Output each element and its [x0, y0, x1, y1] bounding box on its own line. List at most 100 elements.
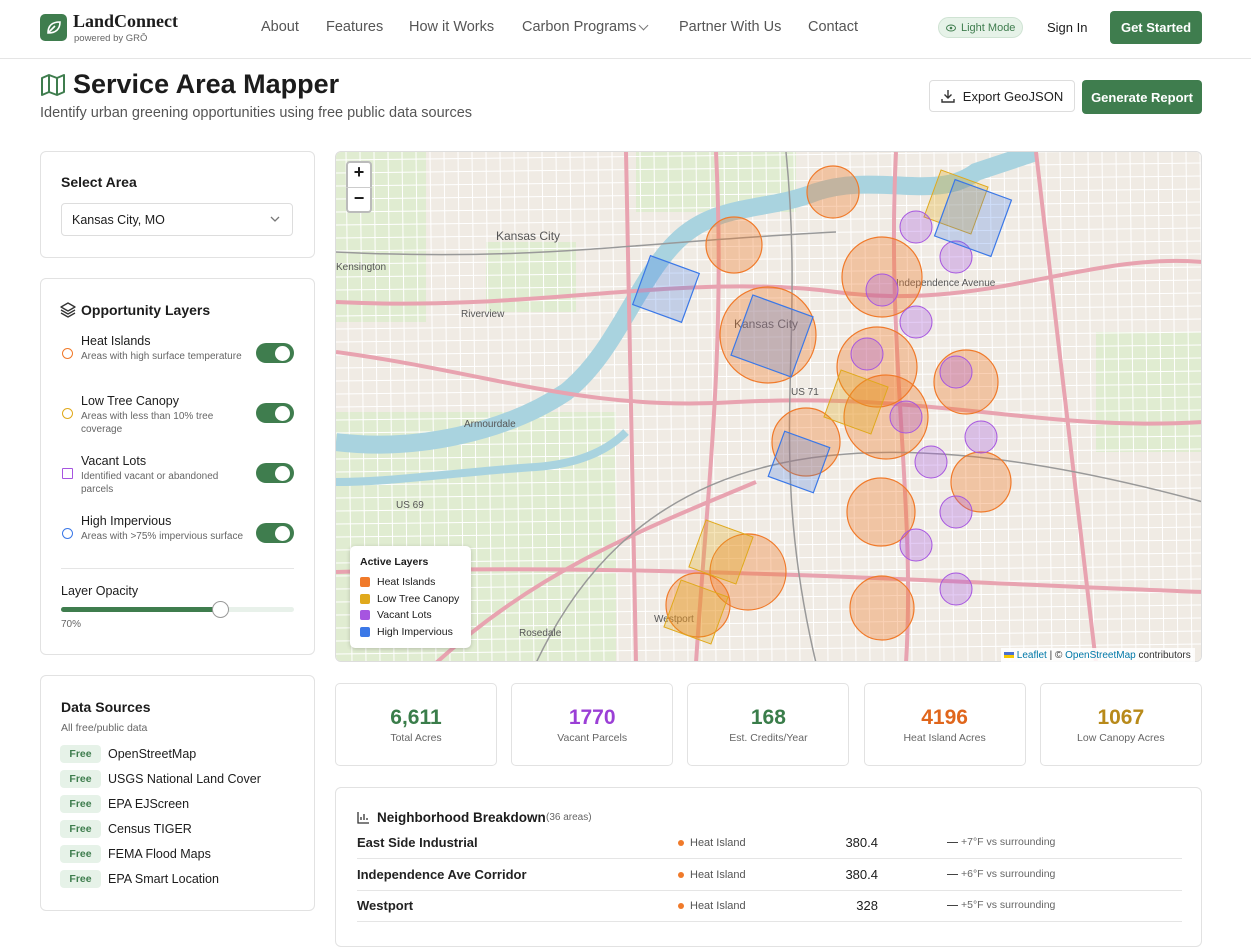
eye-icon — [946, 23, 956, 33]
row-divider — [357, 890, 1182, 891]
vacant-lot — [900, 529, 932, 561]
slider-knob[interactable] — [212, 601, 229, 618]
nav-link[interactable]: Contact — [808, 19, 858, 35]
source-name: FEMA Flood Maps — [108, 847, 211, 861]
layer-icon — [62, 468, 73, 479]
vacant-lot — [940, 573, 972, 605]
nav-link[interactable]: Features — [326, 19, 383, 35]
layers-title: Opportunity Layers — [81, 302, 210, 318]
row-type: Heat Island — [690, 837, 746, 849]
source-name: EPA EJScreen — [108, 797, 189, 811]
chevron — [270, 216, 280, 223]
toggle-knob — [275, 346, 290, 361]
nav-link[interactable]: How it Works — [409, 19, 494, 35]
zoom-out[interactable]: − — [346, 187, 372, 209]
sources-subtitle: All free/public data — [61, 722, 147, 734]
free-badge: Free — [60, 820, 101, 838]
stat-label: Heat Island Acres — [864, 732, 1026, 744]
stat-value: 1067 — [1040, 706, 1202, 730]
layer-name: High Impervious — [81, 514, 171, 528]
free-badge: Free — [60, 795, 101, 813]
page: LandConnect powered by GRŌ Light Mode Si… — [0, 0, 1251, 926]
vacant-lot — [915, 446, 947, 478]
page-subtitle: Identify urban greening opportunities us… — [40, 105, 472, 121]
legend-swatch — [360, 627, 370, 637]
row-type: Heat Island — [690, 869, 746, 881]
legend-swatch — [360, 610, 370, 620]
nav-link[interactable]: Partner With Us — [679, 19, 781, 35]
legend-label: High Impervious — [377, 626, 453, 638]
heat-island-zone — [807, 166, 859, 218]
type-dot — [678, 903, 684, 909]
source-name: EPA Smart Location — [108, 872, 219, 886]
map-label: Rosedale — [519, 628, 562, 639]
layer-icon — [62, 528, 73, 539]
stat-label: Total Acres — [335, 732, 497, 744]
trend-icon — [947, 905, 958, 906]
vacant-lot — [940, 496, 972, 528]
legend-label: Low Tree Canopy — [377, 593, 459, 605]
row-name: Westport — [357, 898, 413, 913]
row-note: +5°F vs surrounding — [961, 899, 1055, 911]
stat-label: Est. Credits/Year — [687, 732, 849, 744]
nav-link[interactable]: Carbon Programs — [522, 19, 636, 35]
download-icon — [941, 89, 955, 103]
vacant-lot — [940, 356, 972, 388]
leaflet-link[interactable]: Leaflet — [1017, 650, 1047, 661]
osm-link[interactable]: OpenStreetMap — [1065, 650, 1136, 661]
layer-name: Vacant Lots — [81, 454, 146, 468]
area-select[interactable]: Kansas City, MO — [61, 203, 293, 236]
type-dot — [678, 872, 684, 878]
layer-name: Heat Islands — [81, 334, 150, 348]
slider-fill — [61, 607, 220, 612]
attribution-sep: | © — [1050, 650, 1063, 661]
vacant-lot — [965, 421, 997, 453]
opacity-value: 70% — [61, 619, 81, 630]
vacant-lot — [890, 401, 922, 433]
layer-desc: Areas with less than 10% tree coverage — [81, 410, 246, 436]
nav-link[interactable]: About — [261, 19, 299, 35]
park — [1096, 332, 1202, 452]
legend-label: Vacant Lots — [377, 609, 432, 621]
map-label: Riverview — [461, 309, 505, 320]
get-started[interactable]: Get Started — [1110, 11, 1202, 44]
source-name: OpenStreetMap — [108, 747, 196, 761]
trend-icon — [947, 842, 958, 843]
source-name: Census TIGER — [108, 822, 192, 836]
layer-desc: Areas with >75% impervious surface — [81, 530, 246, 543]
type-dot — [678, 840, 684, 846]
free-badge: Free — [60, 845, 101, 863]
stat-value: 4196 — [864, 706, 1026, 730]
legend-label: Heat Islands — [377, 576, 435, 588]
stat-value: 1770 — [511, 706, 673, 730]
map-icon — [40, 73, 66, 97]
page-title: Service Area Mapper — [73, 69, 339, 100]
legend-swatch — [360, 577, 370, 587]
report-button[interactable]: Generate Report — [1082, 80, 1202, 114]
layer-name: Low Tree Canopy — [81, 394, 179, 408]
breakdown-count: (36 areas) — [546, 812, 592, 823]
layers-icon — [60, 302, 76, 318]
legend-swatch — [360, 594, 370, 604]
map-label: Armourdale — [464, 419, 516, 430]
row-note: +6°F vs surrounding — [961, 868, 1055, 880]
map-label: US 69 — [396, 500, 424, 511]
zoom-in[interactable]: + — [346, 162, 372, 183]
map-label: Kensington — [336, 262, 386, 273]
stat-label: Low Canopy Acres — [1040, 732, 1202, 744]
map-label: US 71 — [791, 387, 819, 398]
layer-icon — [62, 348, 73, 359]
sources-title: Data Sources — [61, 699, 150, 715]
stat-value: 168 — [687, 706, 849, 730]
vacant-lot — [866, 274, 898, 306]
logo — [40, 14, 67, 41]
divider — [61, 568, 294, 569]
stat-value: 6,611 — [335, 706, 497, 730]
breakdown-title: Neighborhood Breakdown — [377, 810, 546, 825]
legend-title: Active Layers — [360, 556, 428, 568]
row-acres: 380.4 — [778, 867, 878, 882]
sign-in[interactable]: Sign In — [1047, 20, 1087, 35]
source-name: USGS National Land Cover — [108, 772, 261, 786]
heat-island-zone — [850, 576, 914, 640]
layer-desc: Identified vacant or abandoned parcels — [81, 470, 246, 496]
